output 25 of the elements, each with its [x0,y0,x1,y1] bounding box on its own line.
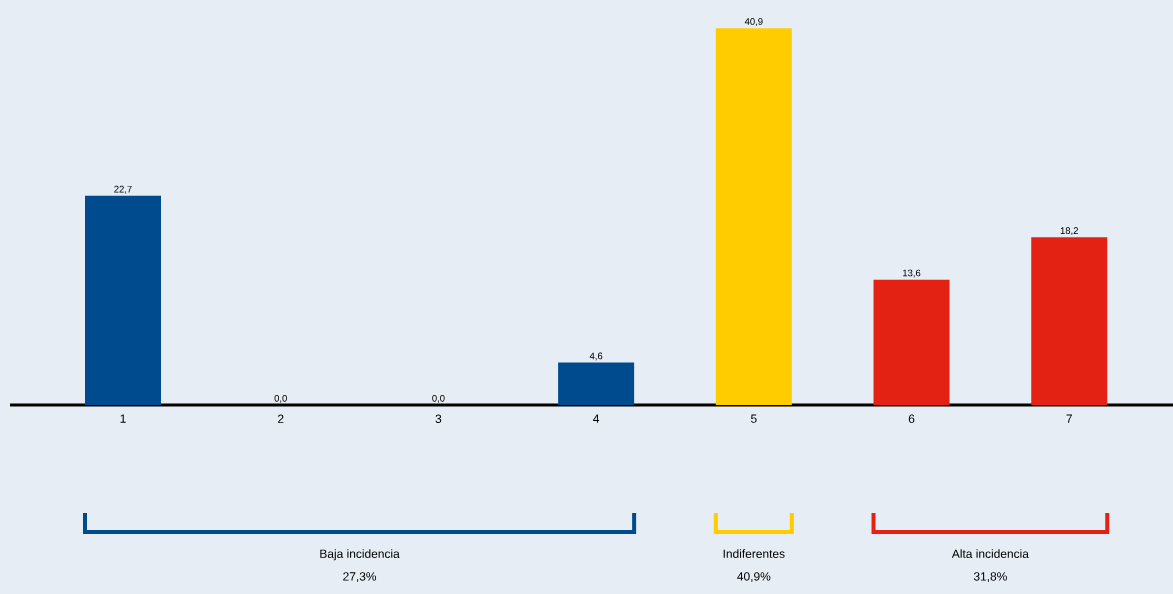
bar [85,195,161,405]
text: 27,3% [343,572,377,583]
data-label: 13,6 [903,269,921,278]
x-tick-label: 3 [435,414,442,423]
x-tick-label: 7 [1066,414,1072,423]
x-tick-label: 5 [750,414,757,423]
text: Alta incidencia [951,549,1029,558]
bar [558,362,635,405]
x-tick-label: 6 [908,414,915,423]
x-tick-label: 2 [277,414,284,423]
x-tick-label: 4 [593,414,600,423]
text: Baja incidencia [320,549,400,561]
data-label: 18,2 [1060,227,1078,236]
data-label: 4,6 [589,352,603,361]
text: Indiferentes [723,549,785,558]
bar [873,279,950,405]
text: 31,8% [973,572,1007,583]
bar [1031,237,1108,405]
data-label: 40,9 [744,18,763,26]
text: 40,9% [737,572,771,583]
bar [715,28,792,405]
data-label: 0,0 [432,394,445,403]
data-label: 0,0 [274,394,287,403]
x-tick-label: 1 [120,414,126,423]
data-label: 22,7 [114,185,132,194]
